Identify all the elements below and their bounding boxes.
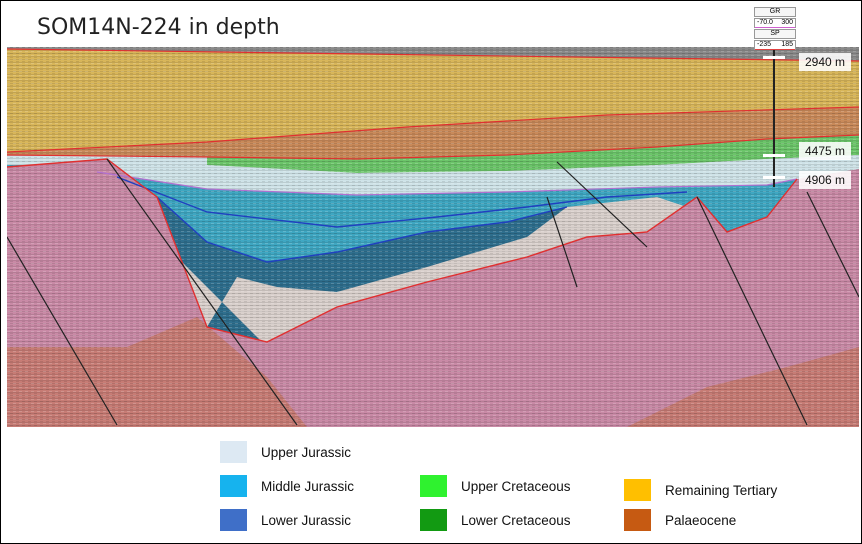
legend-label: Upper Cretaceous <box>461 478 571 494</box>
gr-max: 300 <box>781 19 793 26</box>
horizon-top <box>7 48 859 62</box>
legend-label: Middle Jurassic <box>261 478 355 494</box>
fault-line <box>7 236 118 426</box>
well-log-header: GR -70.0 300 SP -235 185 <box>754 7 796 50</box>
legend-swatch <box>420 475 447 497</box>
gr-min: -70.0 <box>757 19 773 26</box>
fault-line <box>806 191 859 298</box>
legend-label: Upper Jurassic <box>261 444 352 460</box>
legend-label: Palaeocene <box>665 512 737 528</box>
legend-swatch <box>220 475 247 497</box>
legend-item-lower-jurassic: Lower Jurassic <box>220 509 351 531</box>
figure-title: SOM14N-224 in depth <box>37 15 280 40</box>
well-marker-4906 <box>763 176 785 179</box>
fault-line <box>546 196 578 288</box>
legend-item-remaining-tertiary: Remaining Tertiary <box>624 479 777 501</box>
fault-line <box>696 196 808 426</box>
legend-swatch <box>220 509 247 531</box>
depth-label-4475: 4475 m <box>799 142 852 160</box>
fault-line <box>556 161 648 248</box>
horizon-tertiary-base <box>7 106 859 153</box>
legend-swatch <box>624 509 651 531</box>
sp-title: SP <box>754 29 796 39</box>
legend-label: Lower Jurassic <box>261 512 352 528</box>
sp-scale: -235 185 <box>754 40 796 50</box>
legend-item-lower-cretaceous: Lower Cretaceous <box>420 509 571 531</box>
sp-max: 185 <box>781 41 793 48</box>
seismic-section <box>7 47 859 427</box>
well-marker-4475 <box>763 154 785 157</box>
gr-title: GR <box>754 7 796 17</box>
sp-label: SP <box>770 30 780 37</box>
legend-swatch <box>220 441 247 463</box>
horizon-palaeocene-base <box>7 134 859 160</box>
horizon-basement <box>7 158 798 343</box>
horizon-cretaceous-base <box>96 171 798 196</box>
legend-item-upper-cretaceous: Upper Cretaceous <box>420 475 571 497</box>
depth-label-4906: 4906 m <box>799 171 852 189</box>
horizon-middle-jurassic <box>116 176 688 228</box>
legend-item-palaeocene: Palaeocene <box>624 509 736 531</box>
well-marker-2940 <box>763 56 785 59</box>
legend-swatch <box>420 509 447 531</box>
legend: Upper Jurassic Middle Jurassic Lower Jur… <box>1 431 861 543</box>
gr-scale: -70.0 300 <box>754 18 796 28</box>
legend-item-middle-jurassic: Middle Jurassic <box>220 475 354 497</box>
gr-label: GR <box>769 8 781 15</box>
legend-label: Lower Cretaceous <box>461 512 571 528</box>
horizon-lower-jurassic <box>156 196 568 263</box>
legend-swatch <box>624 479 651 501</box>
fault-line <box>106 158 298 426</box>
legend-label: Remaining Tertiary <box>665 482 778 498</box>
seismic-mottle <box>7 47 859 427</box>
sp-min: -235 <box>757 41 772 48</box>
depth-label-2940: 2940 m <box>799 53 852 71</box>
legend-item-upper-jurassic: Upper Jurassic <box>220 441 351 463</box>
